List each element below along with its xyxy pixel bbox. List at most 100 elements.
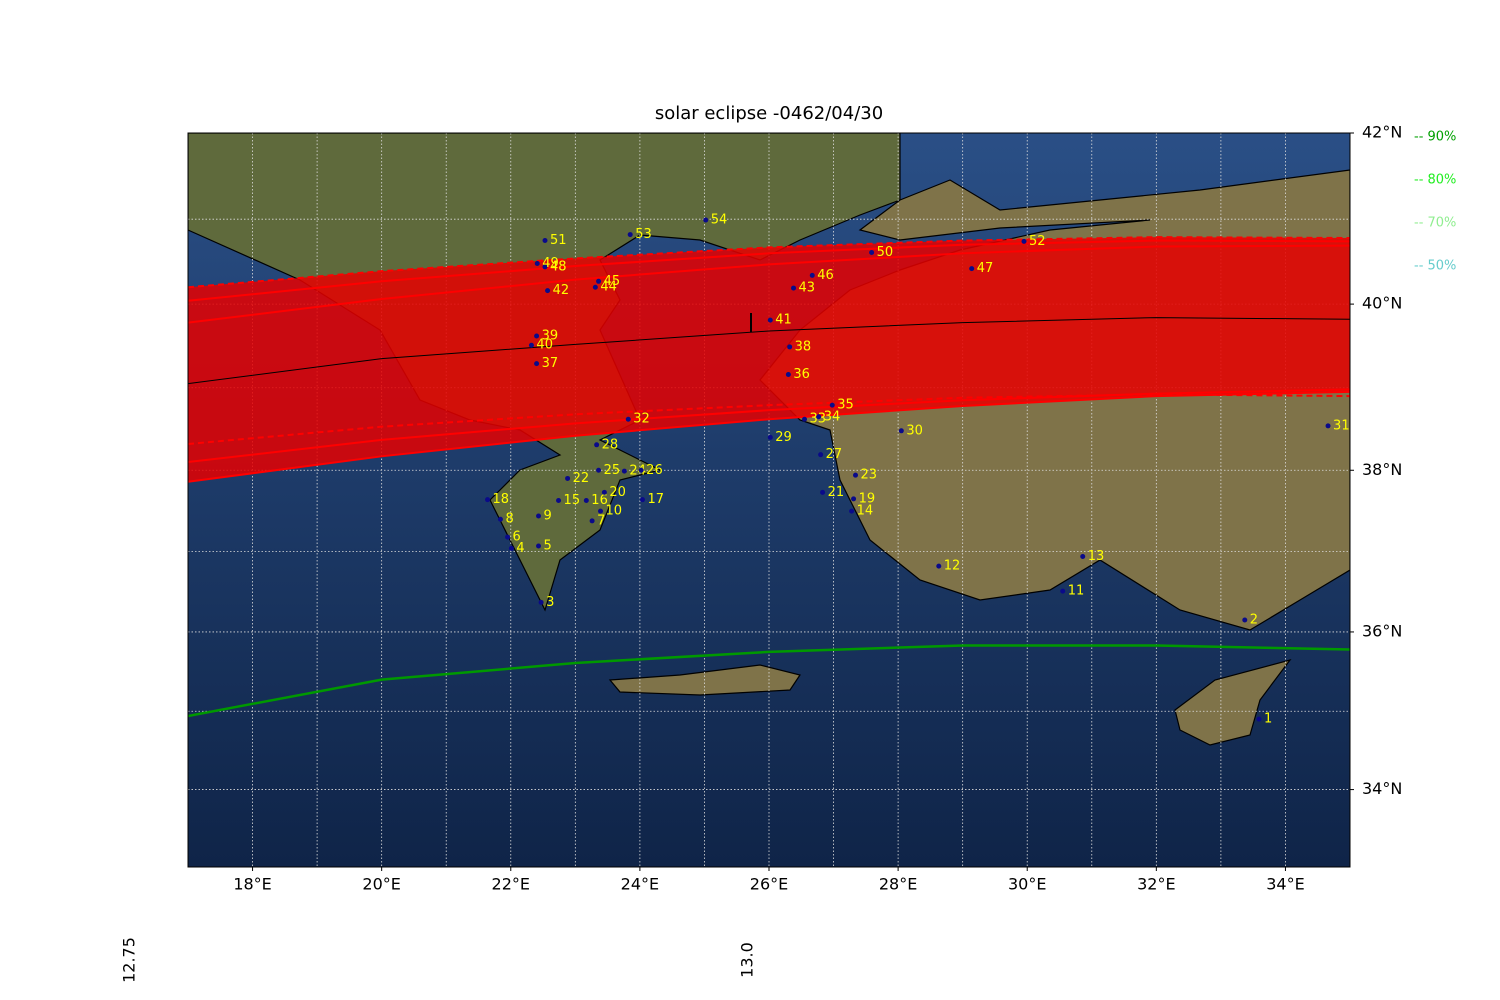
axis-note: 13.0 [738, 942, 757, 978]
site-label: 20 [609, 485, 626, 500]
site-dot [853, 472, 859, 478]
site-dot [851, 496, 857, 502]
site-dot [596, 467, 602, 473]
site-dot [601, 489, 607, 495]
site-label: 3 [546, 595, 554, 610]
site-label: 46 [817, 268, 834, 283]
site-label: 37 [542, 356, 559, 371]
eclipse-line [188, 317, 1350, 385]
site-label: 53 [635, 227, 652, 242]
site-dot [638, 467, 644, 473]
site-dot [820, 489, 826, 495]
y-tick-label: 40°N [1362, 294, 1402, 313]
site-dot [767, 434, 773, 440]
site-dot [505, 534, 511, 540]
site-label: 32 [633, 412, 650, 427]
site-label: 29 [775, 430, 792, 445]
site-dot [1256, 716, 1262, 722]
axis-note: 12.75 [120, 937, 139, 983]
site-label: 34 [824, 409, 841, 424]
eclipse-line [188, 239, 1350, 302]
site-label: 51 [550, 233, 567, 248]
site-dot [538, 599, 544, 605]
site-label: 4 [516, 541, 524, 556]
y-tick-label: 36°N [1362, 621, 1402, 640]
legend-label: -- 50% [1414, 259, 1456, 274]
site-label: 47 [977, 261, 994, 276]
site-dot [528, 342, 534, 348]
site-dot [787, 344, 793, 350]
site-label: 36 [793, 367, 810, 382]
site-dot [829, 402, 835, 408]
site-label: 31 [1333, 418, 1350, 433]
site-label: 45 [604, 274, 621, 289]
x-tick-label: 30°E [1008, 875, 1046, 894]
site-dot [816, 414, 822, 420]
site-dot [592, 284, 598, 290]
site-label: 1 [1264, 712, 1272, 727]
site-dot [545, 288, 551, 294]
site-dot [703, 217, 709, 223]
x-tick-label: 28°E [879, 875, 917, 894]
x-tick-label: 32°E [1137, 875, 1175, 894]
x-tick-label: 24°E [621, 875, 659, 894]
site-dot [898, 428, 904, 434]
site-label: 30 [906, 423, 923, 438]
site-label: 13 [1088, 549, 1105, 564]
x-tick-label: 18°E [233, 875, 271, 894]
site-dot [869, 249, 875, 255]
site-dot [1060, 588, 1066, 594]
y-tick-label: 42°N [1362, 123, 1402, 142]
eclipse-line [188, 393, 1350, 445]
site-dot [598, 508, 604, 514]
site-label: 11 [1068, 584, 1085, 599]
site-label: 21 [828, 485, 845, 500]
site-dot [1325, 423, 1331, 429]
site-dot [583, 497, 589, 503]
site-dot [497, 516, 503, 522]
site-dot [1021, 238, 1027, 244]
site-label: 48 [550, 259, 567, 274]
site-label: 16 [591, 493, 608, 508]
site-label: 2 [1250, 612, 1258, 627]
site-label: 10 [606, 504, 623, 519]
site-label: 19 [859, 491, 876, 506]
site-dot [536, 513, 542, 519]
site-label: 33 [810, 412, 827, 427]
x-tick-label: 26°E [750, 875, 788, 894]
site-label: 15 [564, 493, 581, 508]
site-label: 54 [711, 213, 728, 228]
site-label: 7 [597, 513, 605, 528]
site-dot [621, 468, 627, 474]
site-label: 35 [837, 398, 854, 413]
site-label: 18 [493, 492, 510, 507]
eclipse-line [188, 644, 1350, 718]
site-dot [791, 285, 797, 291]
chart-title: solar eclipse -0462/04/30 [655, 103, 883, 124]
site-label: 49 [542, 256, 559, 271]
site-label: 6 [513, 530, 521, 545]
site-label: 41 [775, 313, 792, 328]
site-label: 44 [600, 280, 617, 295]
eclipse-line [188, 244, 1350, 324]
site-label: 12 [944, 559, 961, 574]
x-tick-label: 22°E [492, 875, 530, 894]
site-label: 42 [553, 283, 570, 298]
legend-label: -- 80% [1414, 173, 1456, 188]
site-label: 5 [544, 538, 552, 553]
site-label: 22 [573, 471, 590, 486]
site-dot [639, 497, 645, 503]
site-dot [542, 264, 548, 270]
site-dot [969, 266, 975, 272]
x-tick-label: 34°E [1266, 875, 1304, 894]
eclipse-line [188, 236, 1350, 289]
site-label: 43 [799, 281, 816, 296]
site-label: 17 [647, 492, 664, 507]
site-label: 24 [629, 464, 646, 479]
site-dot [594, 442, 600, 448]
site-dot [508, 545, 514, 551]
site-label: 28 [602, 437, 619, 452]
site-dot [1242, 617, 1248, 623]
